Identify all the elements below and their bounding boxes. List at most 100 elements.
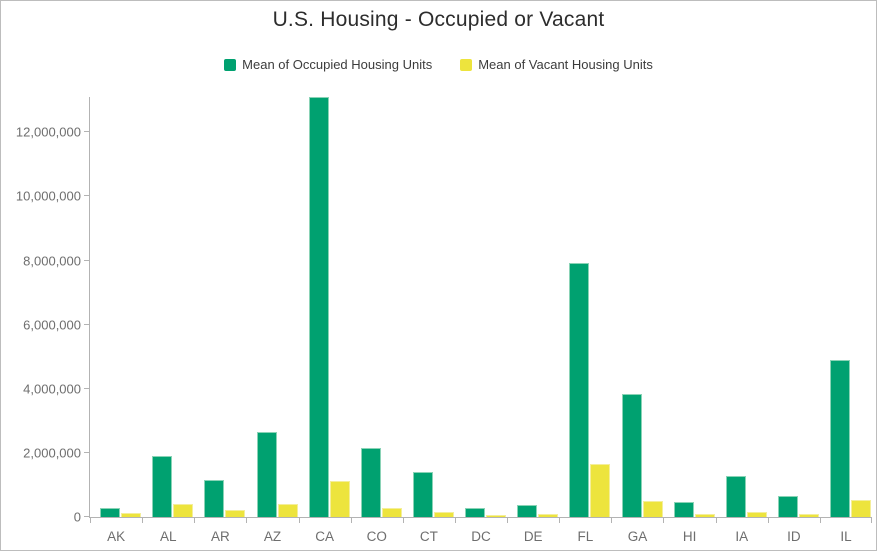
x-axis-label-fl: FL — [577, 529, 594, 544]
bar-occupied-co[interactable] — [360, 448, 381, 517]
bar-group-il: IL — [820, 97, 872, 544]
bar-group-ia: IA — [716, 97, 768, 544]
x-axis-label-ak: AK — [107, 529, 126, 544]
y-axis-tick — [84, 387, 90, 389]
bar-occupied-ak[interactable] — [100, 508, 121, 517]
y-tick-label: 2,000,000 — [23, 445, 81, 461]
bar-vacant-id[interactable] — [798, 514, 819, 517]
bar-vacant-fl[interactable] — [590, 464, 611, 517]
bar-vacant-al[interactable] — [173, 503, 194, 517]
x-axis-label-al: AL — [159, 529, 177, 544]
bar-group-hi: HI — [664, 97, 716, 544]
bar-group-ca: CA — [299, 97, 351, 544]
x-axis-label-ct: CT — [419, 529, 438, 544]
legend: Mean of Occupied Housing Units Mean of V… — [1, 57, 876, 72]
x-axis-label-co: CO — [366, 529, 387, 544]
bar-group-ga: GA — [611, 97, 663, 544]
bar-group-ar: AR — [194, 97, 246, 544]
x-axis-tick — [298, 517, 300, 523]
bar-groups: AK AL AR AZ CA CO CT DC DE FL GA HI IA ID IL — [90, 97, 872, 544]
y-axis-tick — [84, 195, 90, 197]
y-axis-tick — [84, 451, 90, 453]
y-axis-tick — [84, 516, 90, 517]
y-tick-label: 10,000,000 — [15, 188, 81, 204]
x-axis-label-dc: DC — [471, 529, 491, 544]
bar-occupied-az[interactable] — [256, 432, 277, 517]
legend-item-vacant[interactable]: Mean of Vacant Housing Units — [460, 57, 653, 72]
x-axis-tick — [871, 517, 872, 523]
x-axis-tick — [715, 517, 717, 523]
bar-vacant-ak[interactable] — [121, 513, 142, 517]
bar-occupied-ga[interactable] — [621, 393, 642, 517]
x-axis-label-ia: IA — [735, 529, 749, 544]
legend-label-vacant: Mean of Vacant Housing Units — [478, 57, 653, 72]
x-axis-tick — [819, 517, 821, 523]
x-axis-label-il: IL — [840, 529, 852, 544]
x-axis-label-id: ID — [787, 529, 801, 544]
x-axis-tick — [559, 517, 561, 523]
bar-vacant-ia[interactable] — [746, 511, 767, 517]
bar-vacant-de[interactable] — [538, 514, 559, 517]
y-tick-label: 12,000,000 — [15, 124, 81, 140]
bar-vacant-ar[interactable] — [225, 510, 246, 517]
x-axis-tick — [663, 517, 665, 523]
bar-vacant-hi[interactable] — [694, 514, 715, 517]
x-axis-tick — [194, 517, 196, 523]
x-axis-label-ca: CA — [315, 529, 335, 544]
bar-group-az: AZ — [246, 97, 298, 544]
bar-occupied-hi[interactable] — [673, 502, 694, 517]
bar-vacant-az[interactable] — [277, 503, 298, 517]
bar-occupied-ct[interactable] — [412, 472, 433, 517]
x-axis-tick — [90, 517, 91, 523]
chart-title: U.S. Housing - Occupied or Vacant — [272, 8, 605, 31]
plot-area: AK AL AR AZ CA CO CT DC DE FL GA HI IA ID IL 0 2,000,00… — [16, 97, 872, 544]
bar-vacant-ga[interactable] — [642, 501, 663, 517]
x-axis-tick — [402, 517, 404, 523]
x-axis-tick — [611, 517, 613, 523]
y-axis-tick — [84, 259, 90, 261]
bar-occupied-de[interactable] — [517, 504, 538, 517]
bar-occupied-ia[interactable] — [725, 476, 746, 517]
bar-group-de: DE — [507, 97, 559, 544]
y-tick-label: 0 — [73, 509, 81, 525]
x-axis-label-ar: AR — [210, 529, 230, 544]
x-axis-tick — [142, 517, 144, 523]
bar-group-dc: DC — [455, 97, 507, 544]
x-axis-tick — [507, 517, 509, 523]
y-axis-tick — [84, 131, 90, 133]
bar-occupied-fl[interactable] — [569, 262, 590, 517]
x-axis-tick — [454, 517, 456, 523]
x-axis-label-hi: HI — [682, 529, 697, 544]
x-axis-tick — [350, 517, 352, 523]
bar-vacant-co[interactable] — [381, 508, 402, 517]
y-tick-label: 8,000,000 — [23, 253, 81, 269]
bar-occupied-al[interactable] — [152, 456, 173, 517]
y-axis-tick — [84, 323, 90, 325]
x-axis-tick — [767, 517, 769, 523]
bar-group-id: ID — [768, 97, 820, 544]
legend-swatch-occupied-icon — [224, 58, 237, 71]
bar-vacant-il[interactable] — [851, 500, 872, 517]
bar-occupied-il[interactable] — [830, 359, 851, 517]
bar-group-fl: FL — [559, 97, 611, 544]
legend-item-occupied[interactable]: Mean of Occupied Housing Units — [224, 57, 432, 72]
y-tick-label: 4,000,000 — [23, 381, 81, 397]
x-axis-label-de: DE — [523, 529, 543, 544]
bar-vacant-ca[interactable] — [329, 480, 350, 517]
x-axis-label-ga: GA — [627, 529, 648, 544]
bar-vacant-dc[interactable] — [486, 515, 507, 517]
x-axis-label-az: AZ — [263, 529, 282, 544]
bar-group-ct: CT — [403, 97, 455, 544]
bar-vacant-ct[interactable] — [433, 512, 454, 517]
bar-group-ak: AK — [90, 97, 142, 544]
bar-occupied-ca[interactable] — [308, 97, 329, 517]
bar-occupied-ar[interactable] — [204, 479, 225, 517]
legend-swatch-vacant-icon — [460, 58, 473, 71]
x-axis-tick — [246, 517, 248, 523]
bar-occupied-dc[interactable] — [465, 507, 486, 517]
bar-occupied-id[interactable] — [777, 495, 798, 517]
bar-group-al: AL — [142, 97, 194, 544]
legend-label-occupied: Mean of Occupied Housing Units — [242, 57, 433, 72]
bar-group-co: CO — [351, 97, 403, 544]
